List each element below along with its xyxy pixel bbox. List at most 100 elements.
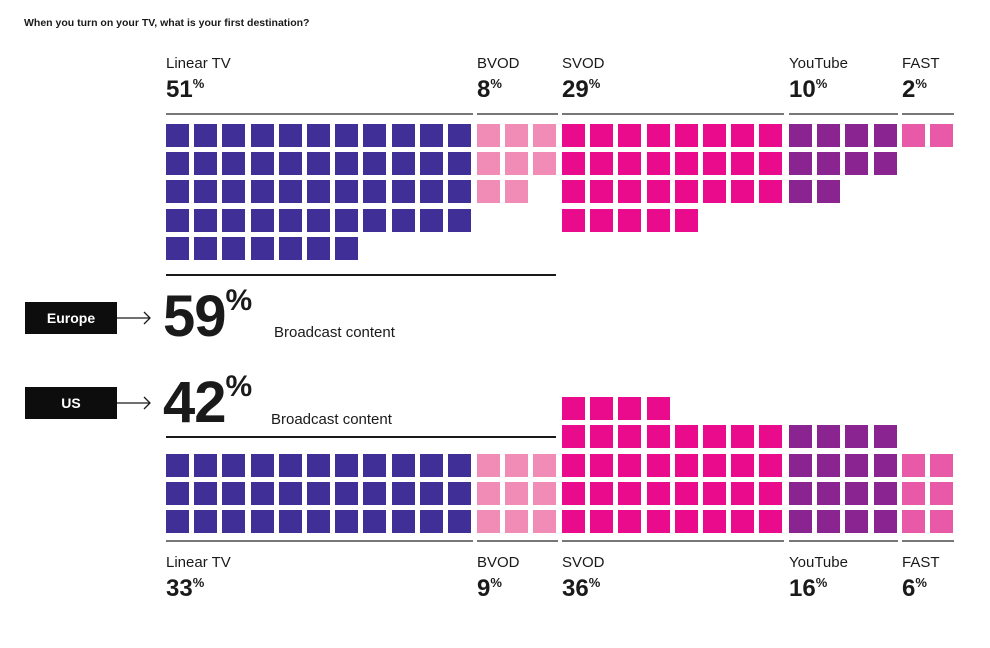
europe-value-number-youtube: 10: [789, 76, 816, 103]
europe-square-linear-tv: [307, 180, 330, 204]
us-square-svod: [646, 425, 670, 449]
us-square-linear-tv: [419, 481, 443, 505]
europe-square-svod: [562, 180, 585, 204]
us-square-bvod: [533, 453, 557, 477]
europe-square-svod: [703, 180, 726, 204]
europe-square-youtube: [845, 124, 869, 147]
us-square-svod: [562, 453, 585, 477]
us-value-fast: 6%: [902, 576, 927, 601]
us-square-linear-tv: [335, 453, 359, 477]
europe-rule-svod: [562, 113, 784, 115]
us-square-youtube: [817, 481, 841, 505]
europe-square-linear-tv: [307, 208, 330, 232]
europe-square-linear-tv: [194, 180, 218, 204]
us-square-svod: [759, 453, 783, 477]
europe-value-number-fast: 2: [902, 76, 916, 103]
us-square-svod: [618, 397, 642, 421]
us-square-bvod: [505, 481, 529, 505]
us-square-youtube: [845, 425, 869, 449]
us-square-svod: [646, 510, 670, 533]
us-square-svod: [590, 425, 614, 449]
us-square-linear-tv: [335, 481, 359, 505]
europe-square-youtube: [789, 124, 812, 147]
europe-square-linear-tv: [278, 124, 302, 147]
us-square-svod: [674, 510, 698, 533]
europe-square-svod: [731, 152, 755, 176]
europe-value-unit-linear-tv: %: [192, 76, 205, 91]
us-value-svod: 36%: [562, 575, 601, 601]
us-square-youtube: [873, 425, 897, 449]
europe-square-linear-tv: [419, 208, 443, 232]
europe-square-bvod: [505, 180, 529, 204]
europe-square-linear-tv: [278, 236, 302, 260]
us-square-svod: [731, 510, 755, 533]
europe-square-bvod: [477, 180, 500, 204]
us-square-svod: [674, 425, 698, 449]
us-label-youtube: YouTube: [789, 554, 848, 571]
europe-value-fast: 2%: [902, 76, 927, 103]
europe-label-linear-tv: Linear TV: [166, 55, 231, 72]
us-value-number-linear-tv: 33: [166, 575, 193, 602]
europe-value-svod: 29%: [562, 77, 600, 102]
europe-square-svod: [759, 124, 783, 147]
europe-square-linear-tv: [222, 208, 246, 232]
europe-square-svod: [703, 152, 726, 176]
europe-square-bvod: [533, 124, 557, 147]
us-square-linear-tv: [448, 510, 471, 533]
europe-square-youtube: [873, 152, 897, 176]
europe-rule-bvod: [477, 113, 558, 115]
europe-square-svod: [590, 208, 614, 232]
us-square-svod: [703, 453, 726, 477]
us-square-linear-tv: [448, 481, 471, 505]
us-square-svod: [759, 481, 783, 505]
europe-label-youtube: YouTube: [789, 55, 848, 72]
europe-value-unit-fast: %: [915, 76, 927, 91]
europe-square-linear-tv: [363, 208, 387, 232]
europe-broadcast-caption: Broadcast content: [274, 324, 395, 341]
europe-square-fast: [902, 124, 925, 147]
europe-square-svod: [646, 124, 670, 147]
us-square-svod: [731, 425, 755, 449]
us-square-youtube: [789, 453, 812, 477]
europe-square-linear-tv: [363, 152, 387, 176]
europe-square-linear-tv: [448, 180, 471, 204]
us-square-linear-tv: [250, 510, 274, 533]
europe-square-linear-tv: [166, 124, 189, 147]
europe-square-linear-tv: [194, 152, 218, 176]
europe-region-label: Europe: [25, 302, 117, 334]
us-square-bvod: [505, 510, 529, 533]
europe-value-number-linear-tv: 51: [166, 76, 193, 103]
us-square-svod: [618, 453, 642, 477]
us-square-linear-tv: [194, 510, 218, 533]
europe-square-linear-tv: [448, 124, 471, 147]
us-square-linear-tv: [194, 453, 218, 477]
europe-square-linear-tv: [250, 180, 274, 204]
europe-square-linear-tv: [419, 180, 443, 204]
europe-square-linear-tv: [307, 152, 330, 176]
europe-square-linear-tv: [391, 180, 415, 204]
europe-square-linear-tv: [250, 236, 274, 260]
us-broadcast-rule: [166, 436, 556, 438]
europe-rule-youtube: [789, 113, 898, 115]
europe-label-fast: FAST: [902, 55, 940, 72]
europe-square-svod: [646, 180, 670, 204]
europe-square-svod: [646, 208, 670, 232]
us-square-linear-tv: [194, 481, 218, 505]
us-value-linear-tv: 33%: [166, 575, 205, 602]
us-value-unit-linear-tv: %: [192, 575, 205, 590]
us-square-youtube: [845, 510, 869, 533]
europe-value-linear-tv: 51%: [166, 76, 205, 103]
us-square-youtube: [873, 453, 897, 477]
us-square-youtube: [789, 481, 812, 505]
europe-square-youtube: [817, 180, 841, 204]
europe-square-linear-tv: [335, 208, 359, 232]
us-square-youtube: [789, 425, 812, 449]
us-square-fast: [902, 481, 925, 505]
europe-square-svod: [646, 152, 670, 176]
us-value-unit-svod: %: [588, 575, 601, 590]
us-value-bvod: 9%: [477, 576, 502, 601]
us-square-svod: [562, 397, 585, 421]
us-value-unit-youtube: %: [815, 575, 828, 590]
europe-value-unit-youtube: %: [815, 76, 828, 91]
us-value-youtube: 16%: [789, 575, 828, 601]
